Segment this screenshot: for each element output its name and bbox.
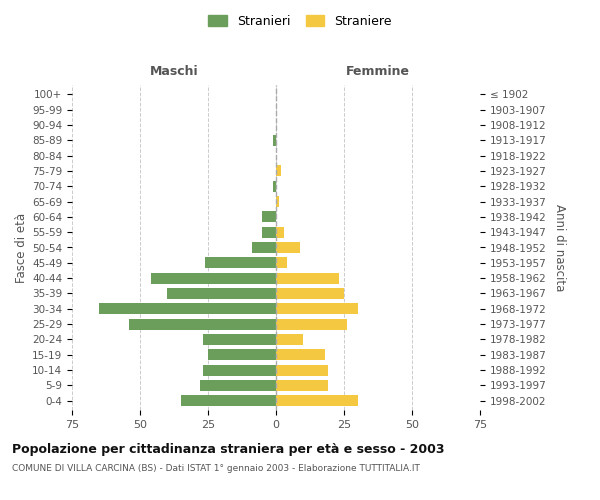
Bar (276, 258, 287, 268)
Bar (276, 242, 301, 253)
Text: Popolazione per cittadinanza straniera per età e sesso - 2003: Popolazione per cittadinanza straniera p… (12, 442, 445, 456)
Bar (276, 288, 344, 299)
Bar (276, 226, 284, 237)
Bar (276, 272, 338, 283)
Bar (181, 396, 276, 406)
Bar (273, 180, 276, 192)
Bar (203, 364, 276, 376)
Bar (205, 258, 276, 268)
Legend: Stranieri, Straniere: Stranieri, Straniere (205, 11, 395, 32)
Y-axis label: Anni di nascita: Anni di nascita (553, 204, 566, 291)
Bar (200, 380, 276, 391)
Bar (273, 134, 276, 145)
Text: Maschi: Maschi (149, 65, 199, 78)
Bar (276, 318, 347, 330)
Bar (203, 334, 276, 345)
Bar (129, 318, 276, 330)
Bar (276, 364, 328, 376)
Bar (276, 350, 325, 360)
Text: COMUNE DI VILLA CARCINA (BS) - Dati ISTAT 1° gennaio 2003 - Elaborazione TUTTITA: COMUNE DI VILLA CARCINA (BS) - Dati ISTA… (12, 464, 420, 473)
Bar (276, 334, 303, 345)
Bar (276, 396, 358, 406)
Bar (262, 212, 276, 222)
Bar (167, 288, 276, 299)
Bar (99, 304, 276, 314)
Bar (276, 196, 279, 207)
Bar (262, 226, 276, 237)
Bar (276, 380, 328, 391)
Text: Femmine: Femmine (346, 65, 410, 78)
Bar (276, 166, 281, 176)
Bar (151, 272, 276, 283)
Y-axis label: Fasce di età: Fasce di età (15, 212, 28, 282)
Bar (276, 304, 358, 314)
Bar (251, 242, 276, 253)
Bar (208, 350, 276, 360)
